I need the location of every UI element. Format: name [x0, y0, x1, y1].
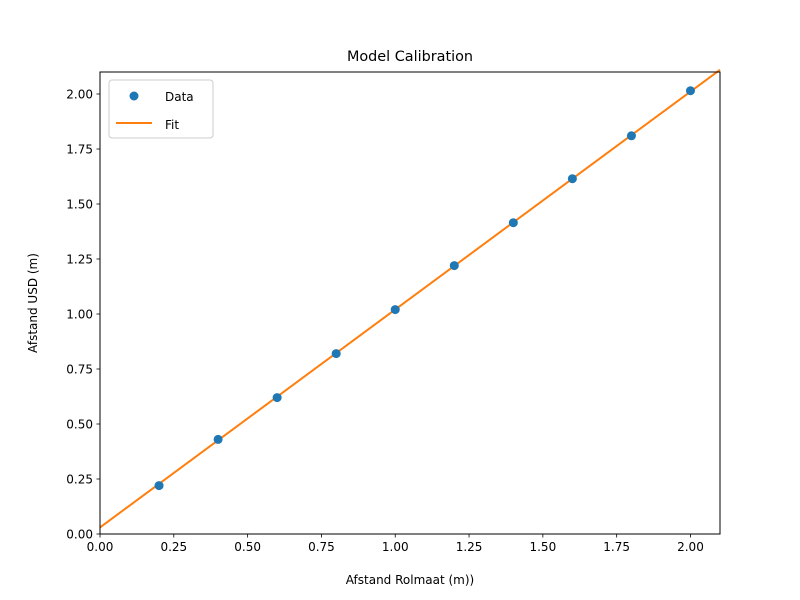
y-tick-label: 0.50	[66, 418, 93, 432]
y-tick-label: 1.75	[66, 143, 93, 157]
plot-area	[100, 72, 720, 534]
x-axis-title: Afstand Rolmaat (m))	[346, 573, 474, 587]
data-point	[154, 481, 164, 491]
x-tick-label: 1.50	[529, 540, 556, 554]
y-tick-label: 1.25	[66, 253, 93, 267]
y-tick-label: 0.75	[66, 363, 93, 377]
y-tick-label: 0.25	[66, 473, 93, 487]
x-tick-label: 0.50	[234, 540, 261, 554]
y-tick-label: 1.00	[66, 308, 93, 322]
data-point	[331, 349, 341, 359]
x-tick-label: 0.25	[160, 540, 187, 554]
data-point	[272, 393, 282, 403]
x-tick-label: 2.00	[677, 540, 704, 554]
data-points-layer	[154, 86, 695, 491]
legend-marker-data	[129, 91, 139, 101]
y-axis-ticks: 0.00 0.25 0.50 0.75 1.00 1.25 1.50 1.75 2.00	[66, 88, 100, 542]
x-tick-label: 0.75	[308, 540, 335, 554]
legend-label-data: Data	[165, 90, 194, 104]
chart-title: Model Calibration	[347, 49, 473, 65]
y-axis-title: Afstand USD (m)	[26, 253, 40, 353]
data-point	[567, 174, 577, 184]
data-point	[390, 305, 400, 315]
fit-line	[99, 68, 721, 529]
x-tick-label: 0.00	[87, 540, 114, 554]
legend-box	[108, 79, 214, 139]
data-point	[449, 261, 459, 271]
x-axis-ticks: 0.00 0.25 0.50 0.75 1.00 1.25 1.50 1.75 2.00	[87, 534, 704, 554]
x-tick-label: 1.25	[456, 540, 483, 554]
y-tick-label: 2.00	[66, 88, 93, 102]
y-tick-label: 1.50	[66, 198, 93, 212]
data-point	[508, 218, 518, 228]
data-point	[626, 131, 636, 141]
plot-frame	[99, 71, 721, 535]
x-tick-label: 1.00	[382, 540, 409, 554]
data-point	[213, 434, 223, 444]
legend: Data Fit	[108, 79, 214, 139]
x-tick-label: 1.75	[603, 540, 630, 554]
legend-label-fit: Fit	[165, 118, 179, 132]
fit-line-layer	[99, 68, 721, 529]
y-tick-label: 0.00	[66, 528, 93, 542]
data-point	[685, 86, 695, 96]
